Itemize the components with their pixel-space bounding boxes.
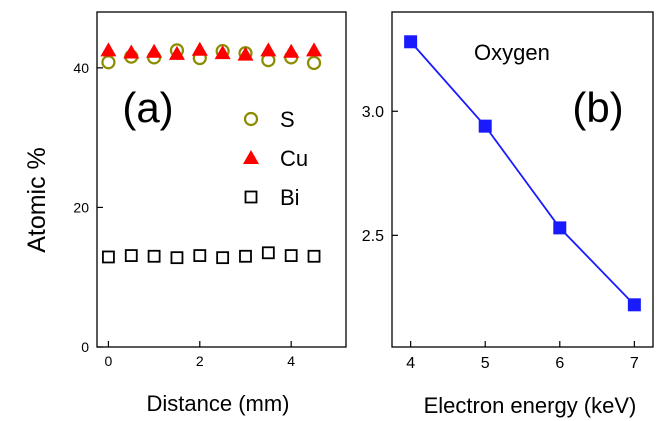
panel-a-x-tick-label: 0 (105, 353, 113, 369)
series-Bi (102, 246, 321, 265)
data-point-Cu (123, 44, 140, 59)
panel-b-x-axis-title: Electron energy (keV) (424, 393, 637, 418)
panel-b: (b) Oxygen Electron energy (keV) 4 5 6 7 2.5… (362, 11, 654, 418)
legend-marker-S (243, 111, 259, 127)
panel-a-legend: S Cu Bi (243, 107, 308, 210)
data-point-Bi (147, 249, 161, 263)
panel-a-y-tick-label: 0 (81, 339, 89, 355)
data-point-Cu (146, 43, 163, 58)
panel-a-y-tick-label: 20 (73, 199, 89, 215)
data-point-Bi (239, 249, 252, 263)
panel-a-x-tick-label: 4 (287, 353, 295, 369)
panel-a-y-tick-label: 40 (73, 60, 89, 76)
series-Cu (100, 41, 323, 61)
data-point-Bi (124, 249, 138, 262)
data-point-Cu (100, 42, 117, 57)
data-point-Cu (191, 41, 208, 56)
panel-a-y-axis-title: Atomic % (23, 147, 51, 253)
data-point-Cu (260, 42, 277, 57)
data-point-Bi (193, 249, 207, 262)
legend-label-S: S (280, 107, 295, 132)
series-line-oxygen (409, 41, 636, 306)
panel-b-x-tick-label: 6 (555, 355, 564, 372)
panel-b-y-tick-label: 3.0 (362, 104, 384, 121)
panel-b-x-tick-label: 4 (406, 355, 415, 372)
data-point-Bi (284, 249, 298, 262)
legend-label-Cu: Cu (280, 146, 308, 171)
panel-b-x-tick-label: 5 (481, 355, 490, 372)
data-point-Cu (306, 42, 323, 57)
data-point-oxygen (478, 119, 492, 133)
panel-b-y-tick-label: 2.5 (362, 228, 384, 245)
panel-a-label: (a) (122, 84, 173, 131)
legend-marker-Bi (244, 190, 258, 204)
data-point-S (306, 55, 322, 71)
data-point-Bi (216, 251, 230, 265)
panel-a-frame (96, 11, 347, 348)
data-point-S (101, 55, 116, 70)
data-point-oxygen (404, 35, 418, 49)
panel-b-annotation: Oxygen (474, 40, 550, 65)
data-point-Cu (237, 46, 254, 61)
panel-b-x-tick-label: 7 (630, 355, 639, 372)
data-point-oxygen (627, 298, 641, 312)
legend-marker-Cu (243, 150, 259, 164)
panel-a-x-tick-label: 2 (196, 353, 204, 369)
data-point-Bi (102, 250, 115, 264)
data-point-Bi (170, 251, 184, 265)
panel-b-label: (b) (572, 84, 623, 131)
data-point-Cu (168, 45, 185, 60)
legend-label-Bi: Bi (280, 185, 300, 210)
data-point-Cu (283, 43, 300, 58)
panel-b-ticks: 4 5 6 7 2.5 3.0 (362, 104, 639, 372)
data-point-oxygen (553, 221, 567, 235)
panel-a-series (100, 41, 323, 265)
panel-b-frame (391, 11, 654, 348)
panel-b-series (404, 35, 641, 312)
panel-a-x-axis-title: Distance (mm) (146, 391, 289, 416)
data-point-Bi (307, 249, 321, 263)
data-point-Bi (261, 246, 275, 260)
data-point-Cu (214, 45, 231, 60)
